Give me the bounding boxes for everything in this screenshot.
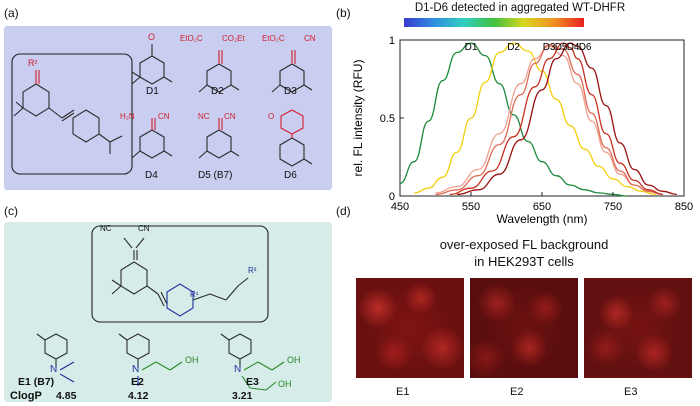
compound-label-d6: D6 bbox=[284, 170, 297, 181]
core-cyclohexene-ring bbox=[22, 83, 50, 117]
clogp-value-e2: 4.12 bbox=[128, 390, 149, 402]
panel-d-title: over-exposed FL background in HEK293T ce… bbox=[354, 236, 694, 270]
micrograph-e1 bbox=[356, 278, 464, 378]
e-core-phenyl-ring bbox=[166, 283, 194, 317]
micrograph-e2 bbox=[470, 278, 578, 378]
d2-ring bbox=[206, 63, 232, 93]
x-tick-label: 550 bbox=[462, 201, 480, 213]
d6-ring bbox=[279, 137, 305, 167]
d2-right-group: CO₂Et bbox=[222, 34, 245, 43]
x-tick-label: 850 bbox=[675, 201, 693, 213]
series-line-d3 bbox=[435, 45, 663, 196]
d1-ring bbox=[139, 55, 165, 85]
panel-a-structures bbox=[11, 44, 313, 175]
compound-label-d5: D5 (B7) bbox=[198, 170, 233, 181]
x-tick-label: 750 bbox=[604, 201, 622, 213]
y-tick-label: 1 bbox=[389, 35, 395, 47]
micrograph-label-e2: E2 bbox=[510, 386, 524, 398]
x-tick-label: 650 bbox=[533, 201, 551, 213]
x-tick-label: 450 bbox=[391, 201, 409, 213]
series-line-d5 bbox=[435, 44, 663, 196]
e3-phenyl-ring bbox=[228, 333, 252, 360]
e3-oh-lower-label: OH bbox=[278, 379, 292, 389]
peak-label-d4: D4 bbox=[567, 42, 580, 53]
d1-oxygen-label: O bbox=[148, 32, 156, 42]
core-phenyl-ring bbox=[72, 109, 100, 143]
series-line-d1 bbox=[399, 42, 628, 197]
e2-phenyl-ring bbox=[126, 333, 150, 360]
micrograph-e3 bbox=[584, 278, 692, 378]
peak-label-d6: D6 bbox=[579, 42, 592, 53]
compound-label-e2: E2 bbox=[131, 376, 144, 388]
d3-left-group: EtO₂C bbox=[262, 34, 285, 43]
d3-right-group: CN bbox=[304, 34, 316, 43]
compound-label-d1: D1 bbox=[146, 86, 159, 97]
panel-c-structures bbox=[36, 225, 285, 391]
e-core-r3-label: R³ bbox=[248, 266, 257, 275]
micrograph-label-e1: E1 bbox=[396, 386, 410, 398]
d4-left-group: H₂N bbox=[120, 112, 135, 121]
panel-label-c: (c) bbox=[4, 204, 18, 218]
d5-left-group: NC bbox=[198, 112, 210, 121]
micrograph-label-e3: E3 bbox=[624, 386, 638, 398]
panel-c-background bbox=[4, 222, 332, 402]
d6-oxygen-label: O bbox=[268, 112, 275, 121]
d5-ring bbox=[206, 129, 232, 159]
d5-right-group: CN bbox=[224, 112, 236, 121]
peak-label-d3: D3 bbox=[543, 42, 556, 53]
series-layer bbox=[399, 42, 677, 197]
tick-layer: 450 550 650 750 850 0 0.5 1 bbox=[380, 35, 693, 213]
e-core-structure-box bbox=[91, 225, 269, 323]
peak-label-d5: D5 bbox=[555, 42, 568, 53]
d6-dioxane-ring bbox=[280, 109, 304, 135]
panel-d-title-line1: over-exposed FL background bbox=[439, 237, 609, 252]
e-core-nc-label: NC bbox=[100, 224, 112, 233]
compound-label-d2: D2 bbox=[211, 86, 224, 97]
x-axis-label: Wavelength (nm) bbox=[497, 212, 588, 226]
compound-label-d4: D4 bbox=[145, 170, 158, 181]
series-line-d6 bbox=[456, 42, 677, 196]
d4-ring bbox=[139, 129, 165, 159]
panel-label-d: (d) bbox=[336, 204, 351, 218]
peak-label-layer: D1 D2 D3 D5 D4 D6 bbox=[465, 42, 592, 53]
fluorescence-spectra-chart: 450 550 650 750 850 0 0.5 1 D1 D2 D3 D5 D4 D6 Wavele… bbox=[351, 35, 693, 226]
e-core-cyclohexene-ring bbox=[120, 261, 148, 295]
d2-left-group: EtO₂C bbox=[180, 34, 203, 43]
e3-oh-upper-label: OH bbox=[287, 355, 301, 365]
d3-ring bbox=[279, 63, 305, 93]
clogp-value-e1: 4.85 bbox=[56, 390, 77, 402]
compound-label-e1: E1 (B7) bbox=[18, 376, 55, 388]
compound-label-e3: E3 bbox=[246, 376, 259, 388]
chart-title: D1-D6 detected in aggregated WT-DHFR bbox=[414, 2, 626, 14]
y-tick-label: 0 bbox=[389, 191, 395, 203]
e-core-r1-label: R¹ bbox=[190, 290, 199, 299]
d4-right-group: CN bbox=[158, 112, 170, 121]
e2-oh-label: OH bbox=[185, 355, 199, 365]
core-structure-box bbox=[11, 53, 133, 175]
e1-phenyl-ring bbox=[44, 333, 68, 360]
wavelength-color-bar bbox=[404, 18, 584, 27]
peak-label-d2: D2 bbox=[507, 42, 520, 53]
series-line-d2 bbox=[414, 42, 656, 196]
panel-a-background bbox=[4, 26, 332, 190]
panel-label-b: (b) bbox=[336, 6, 351, 20]
series-line-d4 bbox=[449, 42, 663, 196]
plot-frame bbox=[399, 39, 685, 197]
y-axis-label: rel. FL intensity (RFU) bbox=[351, 60, 365, 177]
clogp-label: ClogP bbox=[10, 390, 42, 402]
e-core-cn-label: CN bbox=[138, 224, 150, 233]
panel-d-title-line2: in HEK293T cells bbox=[474, 254, 574, 269]
e2-n-label: N bbox=[132, 364, 140, 375]
core-r2-label: R² bbox=[28, 58, 38, 68]
clogp-value-e3: 3.21 bbox=[232, 390, 253, 402]
compound-label-d3: D3 bbox=[284, 86, 297, 97]
e1-n-label: N bbox=[50, 364, 58, 375]
y-tick-label: 0.5 bbox=[380, 113, 395, 125]
e3-n-label: N bbox=[234, 364, 242, 375]
panel-label-a: (a) bbox=[4, 6, 19, 20]
peak-label-d1: D1 bbox=[465, 42, 478, 53]
